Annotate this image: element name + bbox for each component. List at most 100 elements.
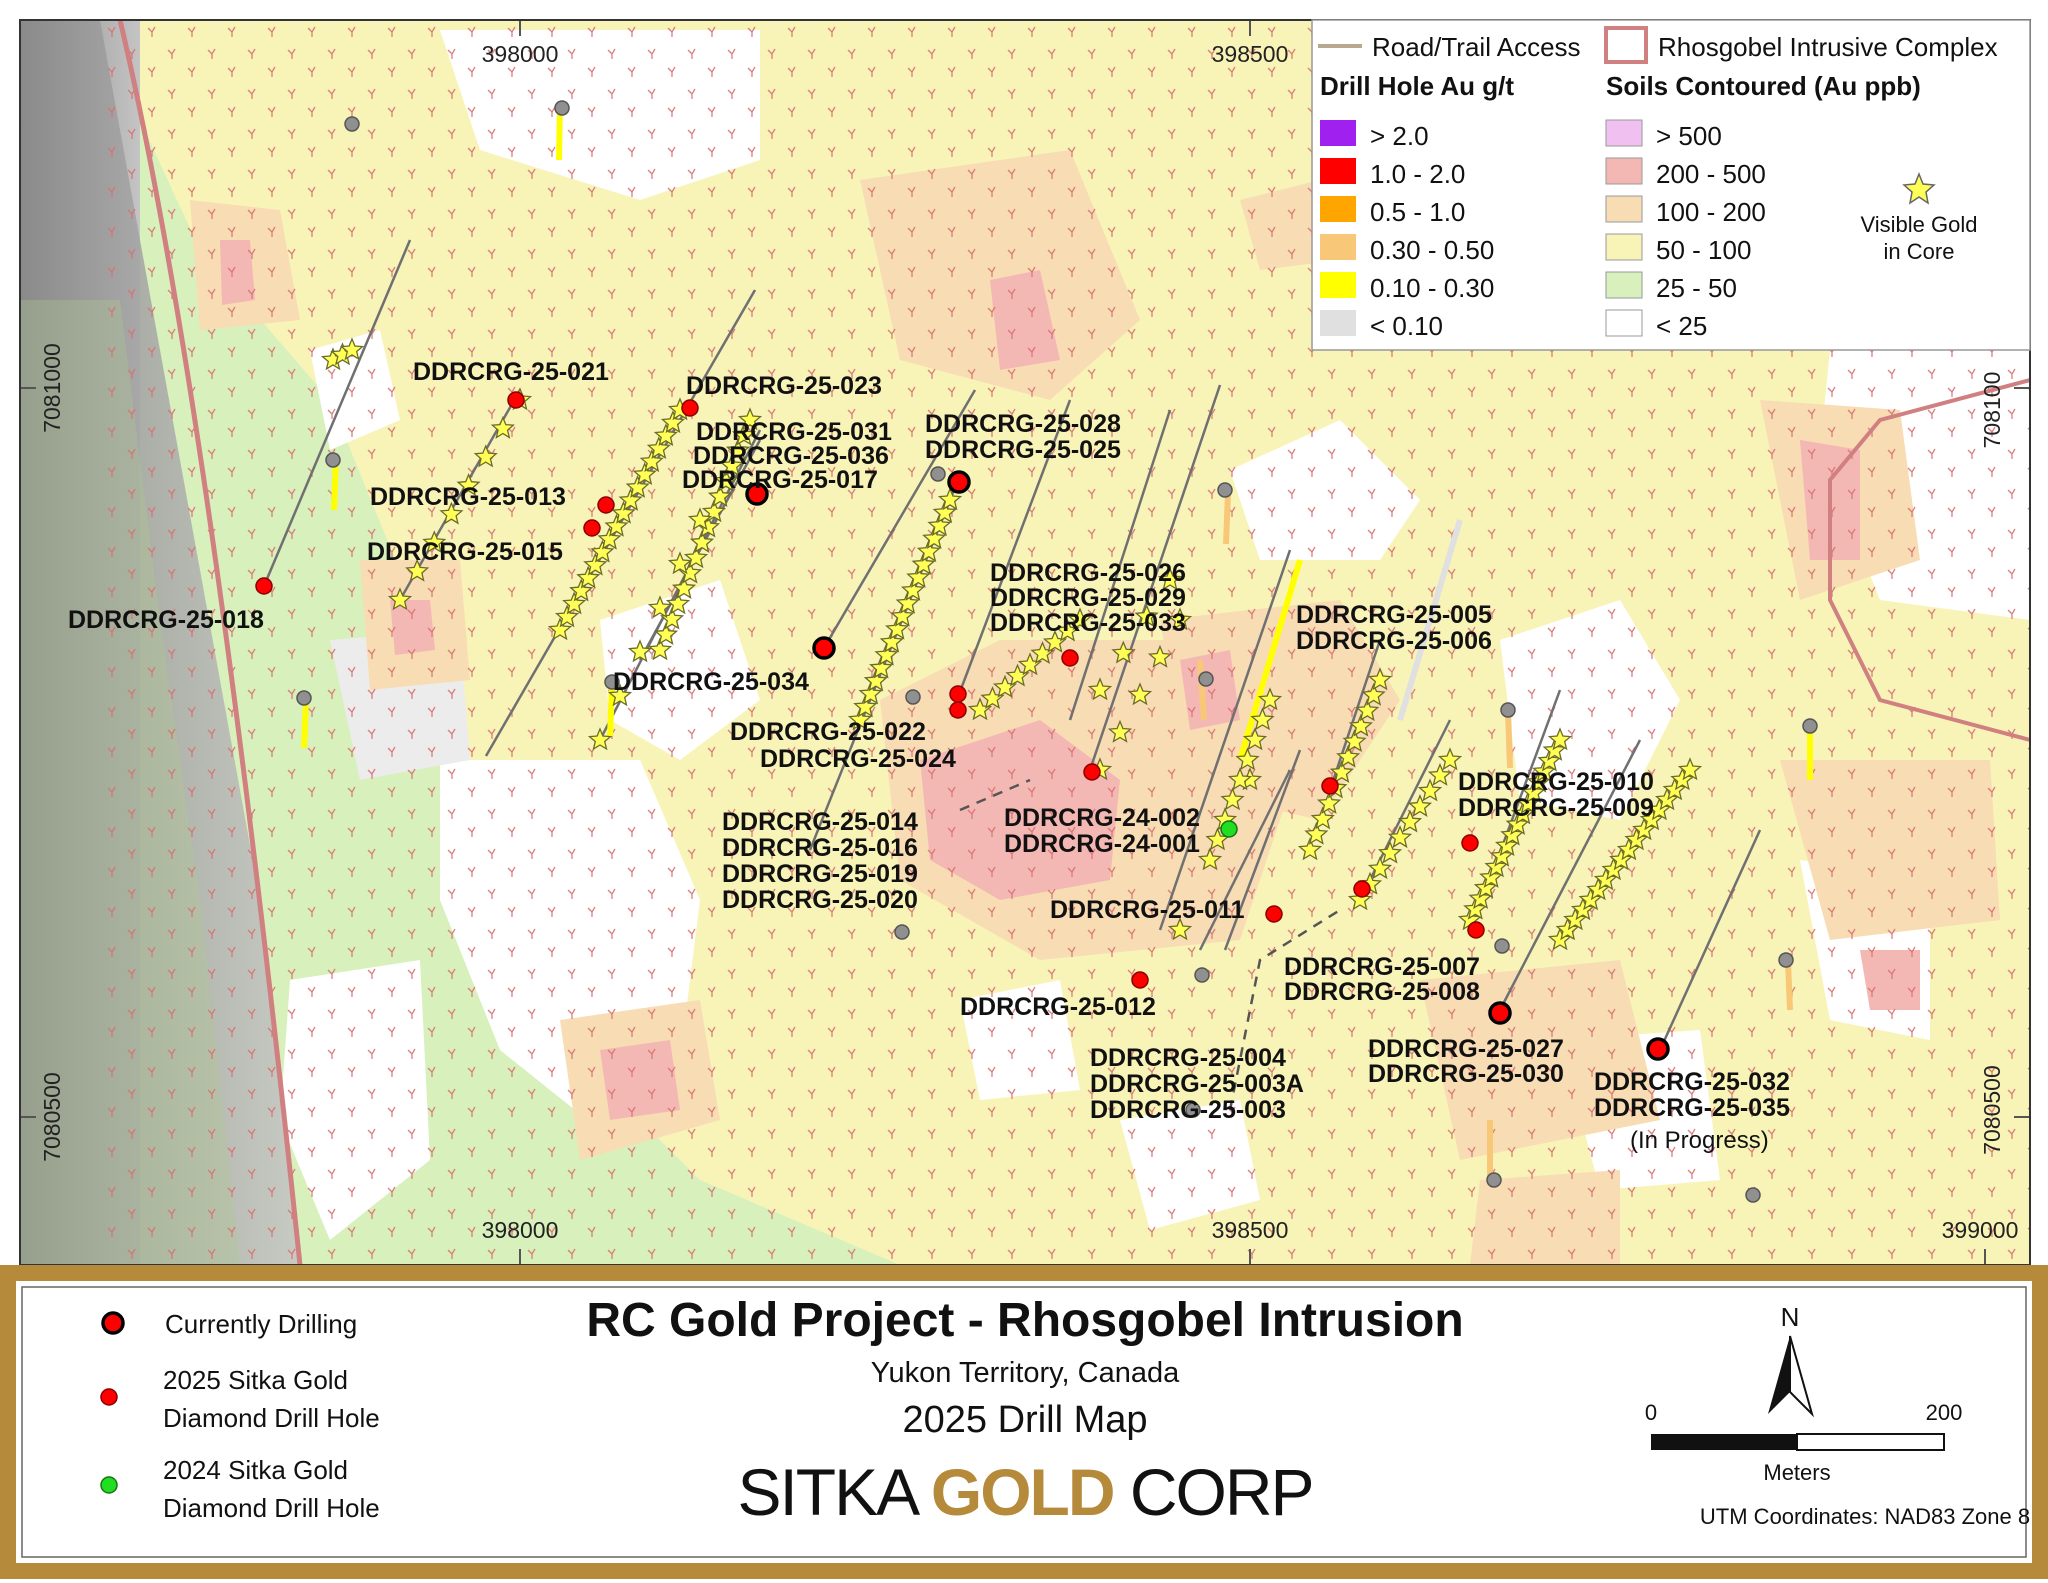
visible-gold-star-icon [1902,171,1936,205]
visible-gold-star [916,539,941,563]
hole-label: DDRCRG-25-004 [1090,1044,1286,1072]
hole-label: DDRCRG-25-008 [1284,978,1480,1006]
grid-label-left-7080500: 7080500 [39,1072,65,1162]
legend-soil-item: > 500 [1656,121,1722,151]
visible-gold-star [671,576,697,599]
grid-label-top-398500: 398500 [1212,41,1289,67]
visible-gold-star [1157,567,1183,591]
visible-gold-star [879,629,904,653]
legend-drill-item: 0.10 - 0.30 [1370,273,1494,303]
legend-soil-item: 50 - 100 [1656,235,1751,265]
north-arrow-icon [1768,1336,1790,1414]
footer-title: RC Gold Project - Rhosgobel Intrusion [586,1294,1463,1347]
visible-gold-star [647,595,673,619]
legend-soil-item: 100 - 200 [1656,197,1766,227]
visible-gold-star [1367,856,1393,880]
road [959,778,1341,1111]
visible-gold-star [1348,713,1374,737]
hole-label: DDRCRG-25-036 [693,442,889,470]
visible-gold-star [547,617,573,641]
visible-gold-star [1087,677,1113,701]
visible-gold-star [1367,667,1393,691]
visible-gold-star [587,727,613,751]
holes-2025 [255,391,1485,989]
hole-label: DDRCRG-24-001 [1004,830,1200,858]
visible-gold-star [554,604,580,628]
visible-gold-star [1336,744,1361,768]
north-label: N [1781,1302,1800,1332]
hole-label: DDRCRG-25-025 [925,436,1121,464]
visible-gold-star [590,539,615,563]
brand-part-2: GOLD [931,1455,1114,1529]
visible-gold-star [874,642,899,666]
hole-label: DDRCRG-25-011 [1050,896,1245,924]
hole-label: DDRCRG-25-028 [925,410,1121,438]
hole-label: DDRCRG-24-002 [1004,804,1200,832]
hole-label: DDRCRG-25-033 [990,609,1186,637]
footer-map-name: 2025 Drill Map [903,1399,1148,1441]
visible-gold-stars [320,337,1703,951]
visible-gold-star [1547,927,1573,951]
grid-label-top-398000: 398000 [482,41,559,67]
currently-drilling-icon [101,1311,125,1335]
visible-gold-star [604,513,629,537]
utm-note: UTM Coordinates: NAD83 Zone 8 [1700,1504,2030,1529]
visible-gold-star [1563,907,1588,931]
visible-gold-star [490,415,515,439]
visible-gold-star [1147,644,1173,668]
visible-gold-star [1397,809,1423,833]
grid-ticks [20,20,2030,1265]
hole-label: DDRCRG-25-013 [370,483,566,511]
key-2025-line1: 2025 Sitka Gold [163,1365,348,1395]
legend-drill-item: 1.0 - 2.0 [1370,159,1465,189]
intrusive-boundary [117,20,303,1265]
visible-gold-star [1355,698,1380,722]
visible-gold-star [1067,607,1093,631]
hole-labels: DDRCRG-25-021 DDRCRG-25-023 DDRCRG-25-03… [68,358,1790,1154]
visible-gold-star [646,436,671,460]
map-legend: Road/Trail Access Rhosgobel Intrusive Co… [1311,19,2031,351]
visible-gold-star [1427,762,1453,786]
grid-label-bottom-398000: 398000 [482,1217,559,1243]
hole-label: DDRCRG-25-035 [1594,1094,1790,1122]
intrusive-boundary-east [1828,378,2030,742]
hole-label: DDRCRG-25-016 [722,834,918,862]
hole-label: DDRCRG-25-032 [1594,1068,1790,1096]
key-2024-line1: 2024 Sitka Gold [163,1455,348,1485]
visible-gold-star [1167,607,1193,631]
key-currently-drilling: Currently Drilling [165,1309,357,1339]
hole-2025-icon [100,1388,118,1406]
visible-gold-star [1578,887,1603,911]
visible-gold-star [1586,877,1611,901]
visible-gold-star [906,564,931,588]
visible-gold-star [665,591,691,615]
visible-gold-star [1377,840,1403,864]
hole-label: DDRCRG-25-023 [686,372,882,400]
visible-gold-star [339,337,365,361]
visible-gold-star [1107,719,1133,743]
grid-label-bottom-398500: 398500 [1212,1217,1289,1243]
visible-gold-star [618,487,643,511]
visible-gold-star [1257,687,1283,711]
visible-gold-star [569,578,594,602]
visible-gold-star [1329,760,1354,783]
visible-gold-star [1555,917,1580,941]
legend-drill-title: Drill Hole Au g/t [1320,71,1514,101]
legend-soil-title: Soils Contoured (Au ppb) [1606,71,1921,101]
hole-2024 [1220,820,1238,838]
visible-gold-star [1227,767,1253,791]
legend-drill-item: 0.5 - 1.0 [1370,197,1465,227]
visible-gold-star [863,668,888,692]
visible-gold-star [1361,682,1386,706]
visible-gold-star [1654,787,1680,811]
key-2025-line2: Diamond Drill Hole [163,1403,380,1433]
visible-gold-star [1601,857,1626,881]
hole-label: DDRCRG-25-006 [1296,627,1492,655]
hole-label: DDRCRG-25-007 [1284,953,1480,981]
visible-gold-star [890,603,915,627]
grid-labels: 398000 398500 398000 398500 399000 70810… [39,41,2018,1243]
legend-intrusive-label: Rhosgobel Intrusive Complex [1658,32,1998,62]
visible-gold-star [689,530,715,553]
hole-label: DDRCRG-25-031 [696,418,892,446]
hole-label: DDRCRG-25-034 [613,668,809,696]
